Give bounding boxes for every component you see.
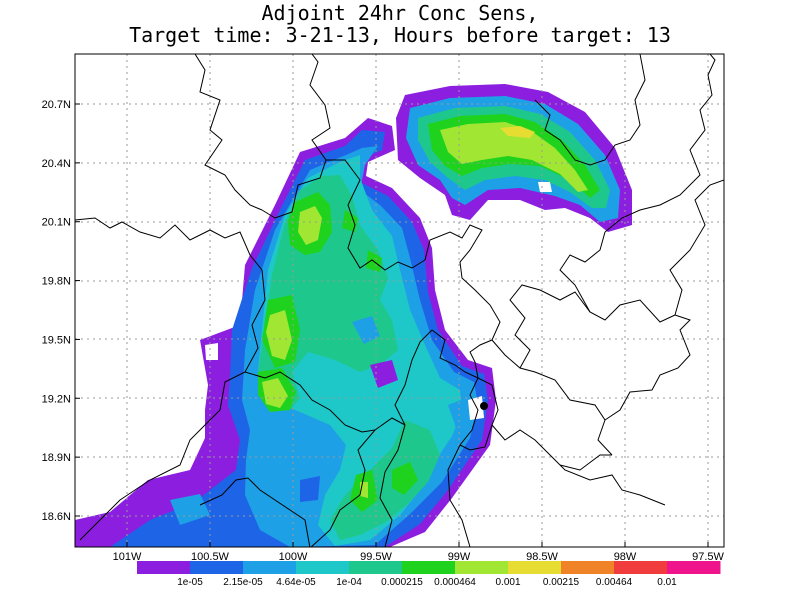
legend-label: 0.00464 bbox=[596, 577, 633, 588]
longitude-label: 99.5W bbox=[360, 551, 392, 563]
latitude-label: 18.9N bbox=[42, 452, 71, 464]
legend-swatch bbox=[455, 561, 509, 574]
legend-swatch bbox=[561, 561, 615, 574]
latitude-label: 19.2N bbox=[42, 393, 71, 405]
legend-swatch bbox=[243, 561, 297, 574]
longitude-label: 97.5W bbox=[692, 551, 724, 563]
legend-label: 0.000464 bbox=[434, 577, 476, 588]
latitude-label: 20.1N bbox=[42, 217, 71, 229]
longitude-label: 98W bbox=[614, 551, 637, 563]
longitude-label: 99W bbox=[448, 551, 471, 563]
legend-swatch bbox=[349, 561, 403, 574]
legend-swatch bbox=[508, 561, 562, 574]
chart-title: Adjoint 24hr Conc Sens, Target time: 3-2… bbox=[0, 2, 800, 46]
latitude-label: 20.4N bbox=[42, 158, 71, 170]
map-frame bbox=[74, 53, 725, 548]
legend-label: 0.01 bbox=[657, 577, 677, 588]
longitude-label: 101W bbox=[113, 551, 142, 563]
legend-swatch bbox=[614, 561, 668, 574]
latitude-label: 20.7N bbox=[42, 99, 71, 111]
longitude-label: 100.5W bbox=[191, 551, 230, 563]
latitude-labels: 20.7N 20.4N 20.1N 19.8N 19.5N 19.2N 18.9N 18.6N bbox=[42, 99, 80, 523]
legend-swatch bbox=[402, 561, 456, 574]
legend-swatch bbox=[667, 561, 721, 574]
legend-swatch bbox=[190, 561, 244, 574]
sensitivity-plume-north bbox=[396, 84, 632, 232]
latitude-label: 18.6N bbox=[42, 511, 71, 523]
target-marker bbox=[480, 402, 488, 410]
latitude-label: 19.5N bbox=[42, 334, 71, 346]
longitude-labels: 101W 100.5W 100W 99.5W 99W 98.5W 98W 97.5W bbox=[113, 542, 725, 563]
color-legend: 1e-05 2.15e-05 4.64e-05 1e-04 0.000215 0.0004… bbox=[137, 561, 721, 588]
legend-label: 0.000215 bbox=[381, 577, 423, 588]
legend-label: 1e-04 bbox=[336, 577, 362, 588]
latitude-label: 19.8N bbox=[42, 276, 71, 288]
legend-label: 1e-05 bbox=[177, 577, 203, 588]
title-line-1: Adjoint 24hr Conc Sens, bbox=[261, 1, 539, 25]
title-line-2: Target time: 3-21-13, Hours before targe… bbox=[129, 23, 671, 47]
legend-label: 4.64e-05 bbox=[276, 577, 316, 588]
legend-swatch bbox=[296, 561, 350, 574]
legend-label: 0.001 bbox=[495, 577, 520, 588]
state-boundaries bbox=[75, 54, 724, 547]
legend-label: 2.15e-05 bbox=[223, 577, 263, 588]
legend-swatch bbox=[137, 561, 191, 574]
longitude-label: 100W bbox=[279, 551, 308, 563]
legend-label: 0.00215 bbox=[543, 577, 580, 588]
longitude-label: 98.5W bbox=[526, 551, 558, 563]
